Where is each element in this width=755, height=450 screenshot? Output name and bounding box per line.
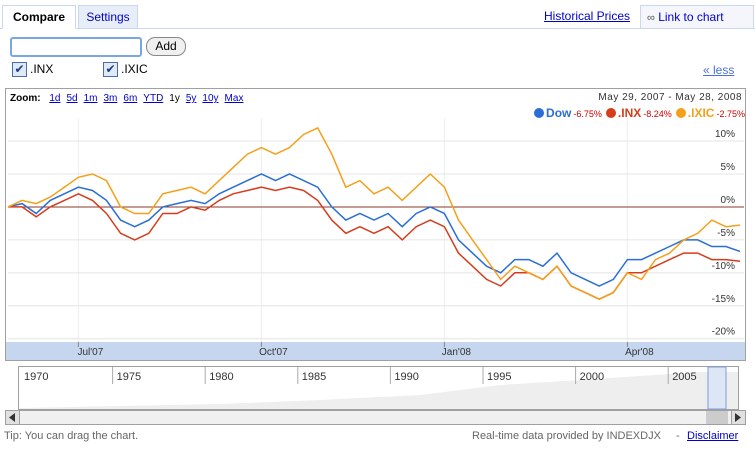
zoom-option[interactable]: 5d bbox=[66, 93, 78, 104]
disclaimer-link[interactable]: Disclaimer bbox=[687, 430, 739, 442]
y-tick-label: 10% bbox=[715, 129, 735, 140]
legend-name: .INX bbox=[617, 106, 642, 120]
add-button[interactable]: Add bbox=[146, 37, 186, 56]
checkbox-ixic[interactable]: ✔ bbox=[103, 62, 118, 77]
x-axis-strip bbox=[6, 342, 745, 360]
zoom-bar: Zoom: 1d 5d 1m 3m 6m YTD 1y 5y 10y Max bbox=[10, 93, 243, 104]
y-tick-label: -5% bbox=[717, 228, 735, 239]
series-line bbox=[7, 126, 741, 301]
year-label: 1975 bbox=[117, 371, 141, 383]
legend-name: .IXIC bbox=[687, 106, 715, 120]
navigator-window[interactable] bbox=[707, 366, 727, 410]
legend-name: Dow bbox=[546, 106, 572, 120]
link-to-chart-button[interactable]: ∞ Link to chart bbox=[640, 5, 754, 29]
checkbox-inx-label: .INX bbox=[30, 62, 54, 76]
link-icon: ∞ bbox=[647, 12, 655, 24]
arrow-right bbox=[735, 413, 741, 422]
separator: - bbox=[676, 430, 680, 442]
legend-change: -2.75% bbox=[716, 109, 745, 119]
year-label: 2005 bbox=[672, 371, 696, 383]
tab-rule bbox=[0, 28, 755, 29]
zoom-option[interactable]: 6m bbox=[123, 93, 138, 104]
legend: Dow -6.75% .INX -8.24% .IXIC -2.75% bbox=[530, 106, 745, 120]
year-label: 1995 bbox=[487, 371, 511, 383]
series-line bbox=[7, 173, 741, 287]
zoom-option[interactable]: 1y bbox=[169, 93, 180, 104]
date-range: May 29, 2007 - May 28, 2008 bbox=[598, 92, 742, 103]
legend-change: -6.75% bbox=[573, 109, 602, 119]
zoom-option[interactable]: 10y bbox=[202, 93, 219, 104]
zoom-option[interactable]: YTD bbox=[143, 93, 164, 104]
zoom-option[interactable]: 1d bbox=[49, 93, 61, 104]
less-link[interactable]: « less bbox=[703, 63, 735, 77]
arrow-left bbox=[9, 413, 15, 422]
x-tick-label: Jan'08 bbox=[442, 347, 472, 358]
navigator-area bbox=[20, 372, 738, 409]
year-label: 1985 bbox=[302, 371, 326, 383]
year-label: 1970 bbox=[24, 371, 48, 383]
y-tick-label: -20% bbox=[712, 327, 735, 338]
legend-dot bbox=[675, 108, 686, 118]
y-tick-label: 0% bbox=[721, 195, 736, 206]
tab-settings[interactable]: Settings bbox=[78, 5, 138, 29]
scrollbar[interactable] bbox=[5, 410, 746, 425]
y-tick-label: -15% bbox=[712, 294, 735, 305]
chart-frame bbox=[5, 88, 746, 361]
symbol-input[interactable] bbox=[10, 37, 142, 57]
tip: Tip: You can drag the chart. bbox=[4, 430, 139, 442]
year-label: 1990 bbox=[394, 371, 418, 383]
x-tick-label: Jul'07 bbox=[77, 347, 103, 358]
legend-dot bbox=[605, 108, 616, 118]
legend-dot bbox=[534, 108, 545, 118]
scroll-thumb[interactable] bbox=[706, 411, 728, 424]
zoom-label: Zoom: bbox=[10, 93, 41, 104]
zoom-option[interactable]: 1m bbox=[83, 93, 98, 104]
x-tick-label: Apr'08 bbox=[625, 347, 654, 358]
year-label: 2000 bbox=[580, 371, 604, 383]
tab-compare[interactable]: Compare bbox=[2, 5, 76, 29]
x-tick-label: Oct'07 bbox=[259, 347, 288, 358]
legend-change: -8.24% bbox=[643, 109, 672, 119]
checkbox-inx[interactable]: ✔ bbox=[12, 62, 27, 77]
y-tick-label: 5% bbox=[721, 162, 736, 173]
checkbox-ixic-label: .IXIC bbox=[121, 62, 148, 76]
zoom-option[interactable]: Max bbox=[224, 93, 244, 104]
zoom-option[interactable]: 5y bbox=[185, 93, 197, 104]
provider: Real-time data provided by INDEXDJX bbox=[472, 430, 661, 442]
zoom-option[interactable]: 3m bbox=[103, 93, 118, 104]
year-label: 1980 bbox=[209, 371, 233, 383]
historical-prices-link[interactable]: Historical Prices bbox=[544, 9, 631, 23]
link-to-chart-label: Link to chart bbox=[658, 10, 724, 24]
y-tick-label: -10% bbox=[712, 261, 735, 272]
